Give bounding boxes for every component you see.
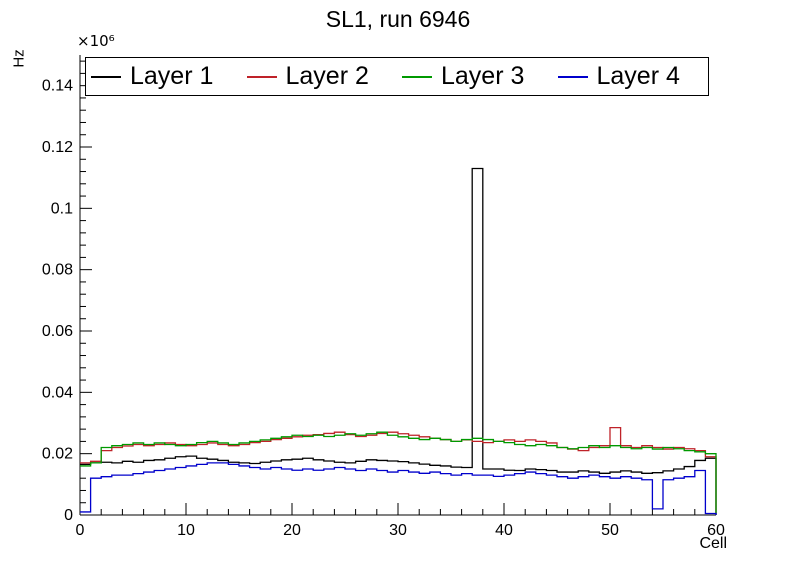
y-tick-label: 0.06 [42,323,73,340]
legend-label-layer-1: Layer 1 [130,62,214,90]
y-tick-label: 0.14 [42,78,73,95]
series-path-layer-3 [80,431,717,515]
x-tick-label: 40 [495,522,513,539]
legend-label-layer-4: Layer 4 [596,62,680,90]
series-path-layer-1 [80,167,717,515]
y-tick-label: 0.08 [42,262,73,279]
x-tick-label: 20 [283,522,301,539]
legend-entry-layer-4: Layer 4 [553,58,709,95]
x-tick-label: 10 [177,522,195,539]
legend-line-sample-layer-1 [91,75,121,78]
legend: Layer 1 Layer 2 Layer 3 Layer 4 [85,57,709,96]
legend-line-sample-layer-2 [246,75,277,78]
y-tick-label: 0.12 [42,139,73,156]
y-tick-label: 0.1 [51,200,73,217]
y-tick-label: 0.02 [42,446,73,463]
x-axis-title: Cell [699,535,727,552]
legend-line-sample-layer-4 [557,75,588,78]
chart-title: SL1, run 6946 [325,6,471,32]
legend-entry-layer-2: Layer 2 [242,58,398,95]
x-tick-label: 0 [76,522,85,539]
legend-line-sample-layer-3 [402,75,432,78]
legend-entry-layer-3: Layer 3 [397,58,553,95]
x-tick-label: 50 [601,522,619,539]
x-tick-label: 60 [707,522,725,539]
legend-label-layer-2: Layer 2 [285,62,369,90]
y-axis-multiplier: ×10⁶ [77,32,115,50]
legend-label-layer-3: Layer 3 [441,62,525,90]
y-tick-label: 0.04 [42,384,73,401]
legend-entry-layer-1: Layer 1 [86,58,242,95]
x-tick-label: 30 [389,522,407,539]
y-tick-label: 0 [64,507,73,524]
series-path-layer-4 [80,462,717,515]
